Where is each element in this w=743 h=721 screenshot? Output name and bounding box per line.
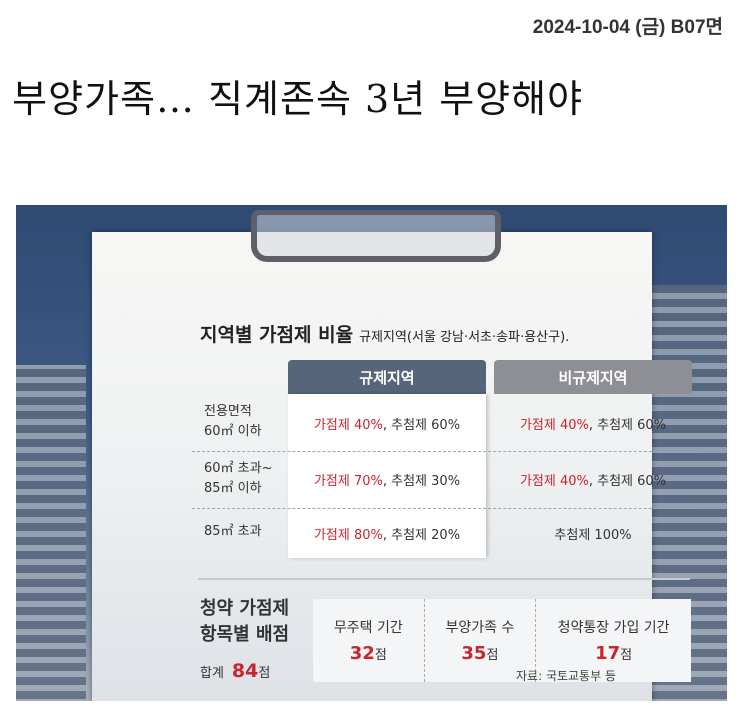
source-note: 자료: 국토교통부 등 xyxy=(516,669,616,683)
score-item: 청약통장 가입 기간 17점 xyxy=(557,620,670,664)
table-subtitle: 규제지역(서울 강남·서초·송파·용산구). xyxy=(359,330,570,345)
column-header-nonregulated: 비규제지역 xyxy=(494,360,692,394)
score-item: 부양가족 수 35점 xyxy=(425,599,537,682)
section-divider xyxy=(198,578,690,580)
building-left xyxy=(16,365,86,701)
publication-date: 2024-10-04 (금) B07면 xyxy=(532,17,723,38)
regulated-column-bg xyxy=(288,394,486,558)
cell-nonregulated: 가점제 40%, 추첨제 60% xyxy=(519,418,667,433)
cell-nonregulated: 추첨제 100% xyxy=(554,528,632,543)
score-total: 합계 84점 xyxy=(200,660,271,682)
row-label: 전용면적 60㎡ 이하 xyxy=(204,404,262,439)
row-divider xyxy=(192,451,697,452)
cell-regulated: 가점제 80%, 추첨제 20% xyxy=(313,528,461,543)
cell-regulated: 가점제 70%, 추첨제 30% xyxy=(313,474,461,489)
infographic: 지역별 가점제 비율 규제지역(서울 강남·서초·송파·용산구). 규제지역 비규… xyxy=(16,205,727,701)
cell-nonregulated: 가점제 40%, 추첨제 60% xyxy=(519,474,667,489)
score-title: 청약 가점제 항목별 배점 xyxy=(200,598,290,645)
headline: · 부양가족… 직계존속 3년 부양해야 xyxy=(0,77,584,121)
cell-regulated: 가점제 40%, 추첨제 60% xyxy=(313,418,461,433)
row-divider xyxy=(192,508,697,509)
row-label: 85㎡ 초과 xyxy=(204,524,262,539)
column-header-regulated: 규제지역 xyxy=(288,360,486,394)
clipboard-paper: 지역별 가점제 비율 규제지역(서울 강남·서초·송파·용산구). 규제지역 비규… xyxy=(92,232,697,701)
table-title: 지역별 가점제 비율 규제지역(서울 강남·서초·송파·용산구). xyxy=(200,324,570,346)
score-items: 무주택 기간 32점 부양가족 수 35점 청약통장 가입 기간 17점 xyxy=(313,599,691,682)
row-label: 60㎡ 초과~ 85㎡ 이하 xyxy=(204,461,273,496)
score-item: 무주택 기간 32점 xyxy=(313,599,425,682)
clipboard-clip-icon xyxy=(251,210,501,262)
